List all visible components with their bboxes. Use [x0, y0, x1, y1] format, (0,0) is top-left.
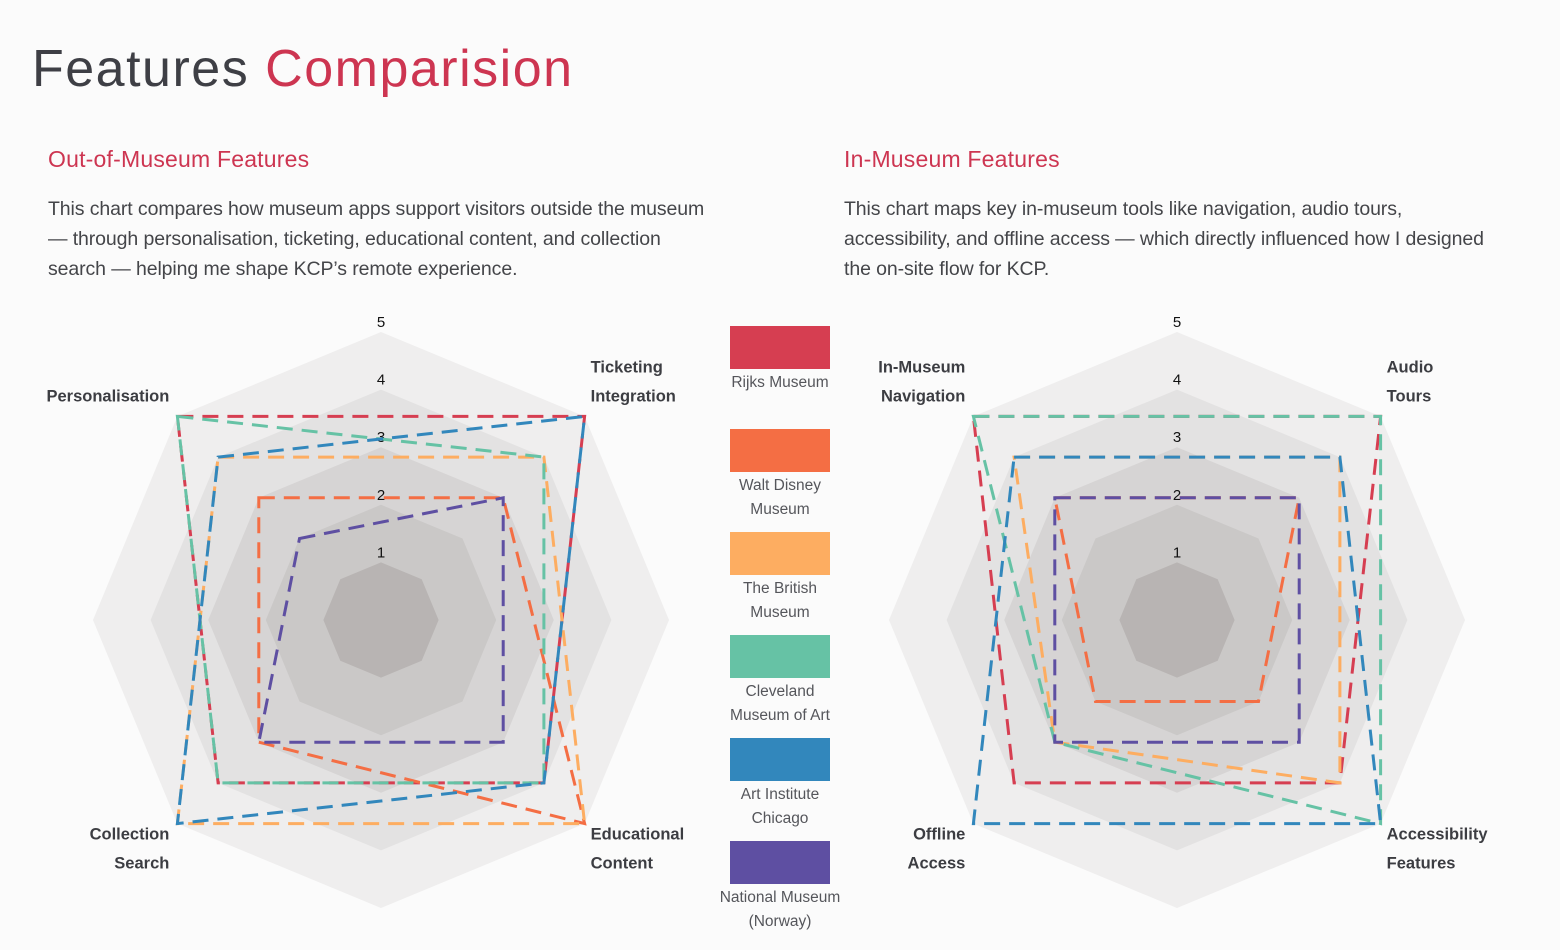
scale-tick-label: 2 — [377, 487, 385, 504]
legend-swatch — [730, 841, 830, 884]
legend-item: Rijks Museum — [705, 326, 855, 395]
radar-series-group — [175, 414, 587, 826]
axis-label: Collection — [90, 826, 170, 844]
grid-ring-level-1 — [323, 562, 439, 678]
scale-tick-label: 1 — [1173, 544, 1181, 561]
page-title: Features Comparision — [32, 38, 574, 100]
axis-label: Features — [1387, 855, 1456, 873]
legend-label: Cleveland Museum of Art — [730, 683, 830, 724]
axis-label: Tours — [1387, 387, 1432, 405]
out-of-museum-heading: Out-of-Museum Features — [48, 146, 310, 172]
radar-grid — [889, 332, 1465, 908]
in-museum-radar-chart: 1 2 3 4 5 In-Museum Navigation Audio Tours Access… — [878, 314, 1489, 908]
radar-series-group — [971, 414, 1383, 826]
series-national-museum-norway — [1053, 496, 1301, 744]
legend-swatch — [730, 429, 830, 472]
scale-tick-label: 3 — [1173, 429, 1181, 446]
out-of-museum-section: Out-of-Museum Features This chart compar… — [48, 142, 708, 284]
out-of-museum-radar-chart: 12345PersonalisationTicketingIntegration… — [46, 314, 685, 908]
series-art-institute-chicago — [175, 414, 587, 826]
legend-item: Walt Disney Museum — [705, 429, 855, 522]
axis-label: Personalisation — [46, 387, 169, 405]
axis-label: In-Museum — [878, 358, 965, 376]
legend-swatch — [730, 738, 830, 781]
legend-label: National Museum (Norway) — [719, 889, 841, 930]
axis-label: Educational — [591, 826, 685, 844]
series-the-british-museum — [1012, 455, 1342, 785]
legend-label: Rijks Museum — [731, 374, 829, 391]
axis-label: Integration — [591, 387, 676, 405]
legend-item: National Museum (Norway) — [705, 841, 855, 934]
scale-tick-label: 2 — [1173, 487, 1181, 504]
scale-tick-label: 5 — [377, 314, 385, 331]
axis-label: Search — [114, 855, 169, 873]
out-of-museum-description: This chart compares how museum apps supp… — [48, 198, 705, 280]
legend-label: Art Institute Chicago — [740, 786, 820, 827]
axis-label: Content — [591, 855, 654, 873]
in-museum-description: This chart maps key in-museum tools like… — [844, 198, 1484, 280]
page-title-accent: Comparision — [265, 40, 574, 98]
legend-swatch — [730, 326, 830, 369]
in-museum-heading: In-Museum Features — [844, 146, 1060, 172]
axis-label: Offline — [913, 826, 965, 844]
scale-tick-label: 4 — [377, 372, 385, 389]
legend-label: The British Museum — [742, 580, 818, 621]
series-national-museum-norway — [256, 495, 505, 744]
scale-tick-label: 1 — [377, 544, 385, 561]
legend-item: The British Museum — [705, 532, 855, 625]
legend-item: Cleveland Museum of Art — [705, 635, 855, 728]
axis-label: Access — [908, 855, 966, 873]
axis-label: Ticketing — [591, 358, 663, 376]
scale-tick-label: 4 — [1173, 372, 1181, 389]
axis-label: Audio — [1387, 358, 1434, 376]
legend-label: Walt Disney Museum — [738, 477, 822, 518]
grid-ring-level-1 — [1119, 562, 1235, 678]
series-walt-disney-museum — [257, 496, 587, 826]
in-museum-section: In-Museum Features This chart maps key i… — [844, 142, 1504, 284]
series-cleveland-museum-of-art — [971, 414, 1383, 826]
axis-label: Accessibility — [1387, 826, 1489, 844]
legend-swatch — [730, 635, 830, 678]
page-title-main: Features — [32, 40, 250, 98]
scale-tick-label: 5 — [1173, 314, 1181, 331]
radar-grid — [93, 332, 669, 908]
legend-item: Art Institute Chicago — [705, 738, 855, 831]
legend-swatch — [730, 532, 830, 575]
axis-label: Navigation — [881, 387, 965, 405]
